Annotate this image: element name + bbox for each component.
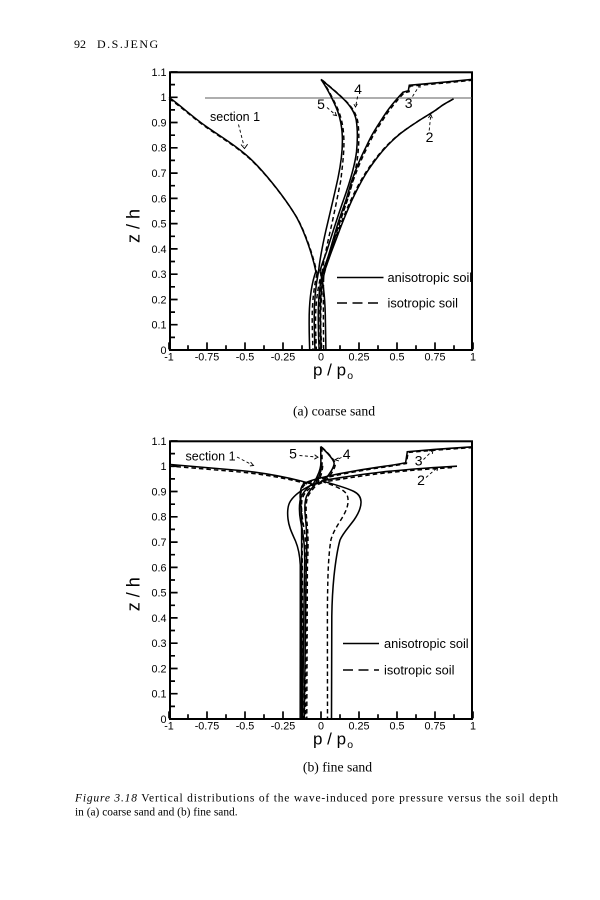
svg-text:5: 5	[289, 446, 297, 462]
svg-text:2: 2	[417, 472, 425, 488]
svg-text:0.25: 0.25	[348, 352, 369, 364]
svg-text:-1: -1	[164, 352, 174, 364]
svg-text:0: 0	[160, 345, 166, 357]
svg-text:-0.5: -0.5	[236, 352, 255, 364]
svg-text:0.75: 0.75	[424, 721, 445, 733]
svg-text:0.8: 0.8	[151, 512, 166, 524]
svg-text:0.3: 0.3	[151, 638, 166, 650]
svg-text:0.5: 0.5	[151, 588, 166, 600]
svg-text:0: 0	[318, 352, 324, 364]
svg-text:Figure 3.18 Vertical distribut: Figure 3.18 Vertical distributions of th…	[74, 793, 558, 805]
svg-text:-0.5: -0.5	[236, 721, 255, 733]
svg-text:0.5: 0.5	[389, 721, 404, 733]
svg-text:anisotropic soil: anisotropic soil	[388, 270, 473, 285]
svg-text:0.75: 0.75	[424, 352, 445, 364]
svg-text:0.4: 0.4	[151, 244, 166, 256]
svg-text:1: 1	[160, 461, 166, 473]
svg-text:-0.75: -0.75	[195, 721, 220, 733]
svg-text:D.S.JENG: D.S.JENG	[97, 37, 160, 51]
svg-text:5: 5	[317, 96, 325, 112]
svg-text:0.3: 0.3	[151, 269, 166, 281]
svg-text:0.9: 0.9	[151, 486, 166, 498]
svg-text:3: 3	[415, 453, 423, 469]
svg-text:0.9: 0.9	[151, 117, 166, 129]
svg-text:anisotropic soil: anisotropic soil	[384, 636, 469, 651]
svg-text:0.6: 0.6	[151, 562, 166, 574]
svg-text:0.2: 0.2	[151, 294, 166, 306]
svg-text:-0.25: -0.25	[271, 721, 296, 733]
svg-text:4: 4	[354, 81, 362, 97]
svg-text:section 1: section 1	[186, 450, 236, 464]
svg-text:0.25: 0.25	[348, 721, 369, 733]
svg-text:0.7: 0.7	[151, 537, 166, 549]
svg-text:-0.25: -0.25	[271, 352, 296, 364]
svg-text:z / h: z / h	[124, 577, 144, 611]
svg-text:(b) fine sand: (b) fine sand	[303, 760, 372, 776]
svg-text:0.1: 0.1	[151, 320, 166, 332]
svg-text:0.5: 0.5	[151, 219, 166, 231]
svg-text:p / p: p / p	[313, 360, 346, 379]
svg-text:o: o	[347, 739, 353, 751]
svg-text:0.8: 0.8	[151, 143, 166, 155]
svg-text:0.4: 0.4	[151, 613, 166, 625]
svg-text:0.1: 0.1	[151, 689, 166, 701]
svg-text:1.1: 1.1	[151, 436, 166, 448]
svg-text:0: 0	[318, 721, 324, 733]
svg-text:0.2: 0.2	[151, 663, 166, 675]
svg-text:(a) coarse sand: (a) coarse sand	[293, 404, 375, 420]
svg-text:o: o	[347, 370, 353, 382]
svg-text:4: 4	[343, 446, 351, 462]
svg-text:1: 1	[470, 721, 476, 733]
svg-text:1: 1	[160, 92, 166, 104]
svg-text:0.7: 0.7	[151, 168, 166, 180]
svg-text:0.5: 0.5	[389, 352, 404, 364]
svg-text:0.6: 0.6	[151, 193, 166, 205]
svg-text:z / h: z / h	[124, 209, 144, 243]
svg-text:1.1: 1.1	[151, 67, 166, 79]
svg-text:3: 3	[405, 95, 413, 111]
svg-text:2: 2	[426, 129, 434, 145]
svg-text:0: 0	[160, 714, 166, 726]
svg-text:isotropic soil: isotropic soil	[384, 663, 454, 678]
svg-text:-1: -1	[164, 721, 174, 733]
svg-text:1: 1	[470, 352, 476, 364]
svg-text:-0.75: -0.75	[195, 352, 220, 364]
svg-text:92: 92	[74, 37, 86, 51]
svg-text:isotropic soil: isotropic soil	[388, 296, 458, 311]
svg-text:section 1: section 1	[210, 110, 260, 124]
svg-text:in (a) coarse sand and (b) fin: in (a) coarse sand and (b) fine sand.	[75, 807, 238, 819]
svg-text:p / p: p / p	[313, 729, 346, 748]
